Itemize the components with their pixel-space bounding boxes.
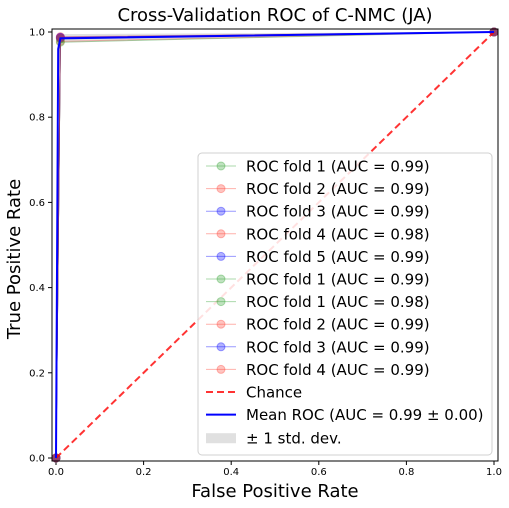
y-tick-label: 0.4 xyxy=(29,283,45,294)
legend-label: Chance xyxy=(246,384,302,402)
x-tick-label: 1.0 xyxy=(486,467,502,478)
legend-label: ROC fold 1 (AUC = 0.99) xyxy=(246,158,430,176)
legend-label: ROC fold 2 (AUC = 0.99) xyxy=(246,316,430,334)
axis-ticks: 0.0 0.2 0.4 0.6 0.8 1.0 0.0 0.2 0.4 0.6 0.8 1.0 xyxy=(29,28,502,479)
y-tick-label: 0.0 xyxy=(29,454,45,465)
chart-title: Cross-Validation ROC of C-NMC (JA) xyxy=(117,5,432,26)
legend: ROC fold 1 (AUC = 0.99) ROC fold 2 (AUC =… xyxy=(197,152,493,456)
legend-fold-marker xyxy=(216,206,226,216)
x-tick-label: 0.2 xyxy=(136,467,152,478)
legend-fold-marker xyxy=(216,297,226,307)
legend-fold-marker xyxy=(216,229,226,239)
legend-fold-marker xyxy=(216,364,226,374)
legend-label: ROC fold 1 (AUC = 0.98) xyxy=(246,293,430,311)
x-tick-label: 0.4 xyxy=(223,467,239,478)
x-axis-label: False Positive Rate xyxy=(191,481,358,502)
legend-label: ROC fold 5 (AUC = 0.99) xyxy=(246,248,430,266)
legend-label: ROC fold 2 (AUC = 0.99) xyxy=(246,180,430,198)
legend-fold-marker xyxy=(216,184,226,194)
legend-label: ROC fold 1 (AUC = 0.99) xyxy=(246,271,430,289)
legend-box xyxy=(197,152,493,456)
legend-fold-marker xyxy=(216,251,226,261)
mean-roc-line xyxy=(55,31,495,459)
legend-label: ROC fold 4 (AUC = 0.98) xyxy=(246,225,430,243)
chance-line xyxy=(55,31,495,459)
legend-fold-marker xyxy=(216,342,226,352)
x-tick-label: 0.0 xyxy=(48,467,64,478)
y-tick-label: 1.0 xyxy=(29,28,45,39)
legend-fold-marker xyxy=(216,161,226,171)
legend-label: ROC fold 3 (AUC = 0.99) xyxy=(246,338,430,356)
legend-label: Mean ROC (AUC = 0.99 ± 0.00) xyxy=(246,406,484,424)
legend-fold-marker xyxy=(216,319,226,329)
x-tick-label: 0.6 xyxy=(311,467,327,478)
y-tick-label: 0.2 xyxy=(29,368,45,379)
legend-label: ROC fold 3 (AUC = 0.99) xyxy=(246,203,430,221)
legend-std-swatch xyxy=(206,433,236,444)
legend-fold-marker xyxy=(216,274,226,284)
y-axis-label: True Positive Rate xyxy=(4,179,25,340)
roc-lines xyxy=(51,27,499,463)
x-tick-label: 0.8 xyxy=(398,467,414,478)
legend-label: ± 1 std. dev. xyxy=(246,430,342,448)
plot-frame xyxy=(51,28,499,462)
y-tick-label: 0.6 xyxy=(29,198,45,209)
y-tick-label: 0.8 xyxy=(29,113,45,124)
legend-label: ROC fold 4 (AUC = 0.99) xyxy=(246,361,430,379)
